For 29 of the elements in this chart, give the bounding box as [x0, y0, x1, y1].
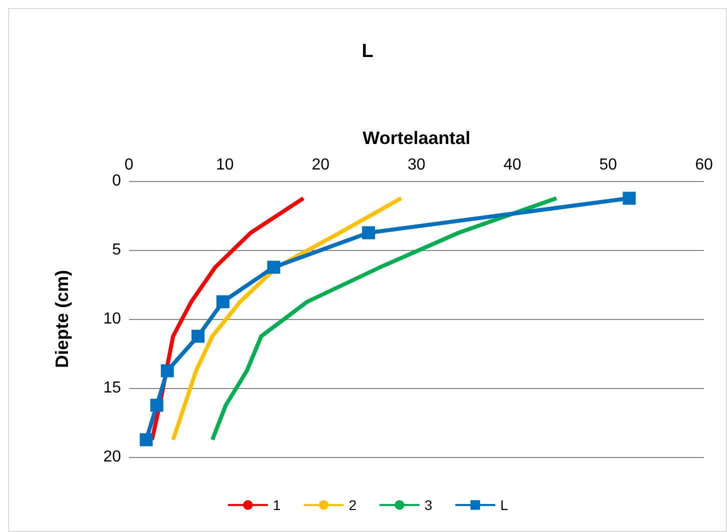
point — [622, 192, 636, 205]
y-tick-label: 15 — [103, 380, 122, 396]
point — [362, 226, 376, 240]
legend-label: 3 — [424, 497, 432, 513]
y-tick-label: 0 — [112, 172, 122, 190]
x-tick-label: 30 — [408, 156, 426, 174]
x-tick-label: 60 — [695, 156, 713, 174]
x-tick-label: 0 — [124, 156, 134, 174]
y-tick-label: 10 — [103, 310, 122, 328]
legend-label: 1 — [272, 497, 281, 513]
y-axis-title: Diepte (cm) — [52, 270, 72, 368]
point — [140, 433, 153, 446]
x-tick-label: 40 — [503, 156, 522, 174]
point — [150, 398, 164, 412]
point — [267, 260, 280, 274]
legend-label: 2 — [348, 497, 357, 513]
x-tick-label: 10 — [216, 156, 234, 174]
x-tick-label: 50 — [599, 156, 618, 174]
line-series — [171, 196, 404, 442]
y-tick-label: 5 — [112, 242, 122, 258]
x-axis-title: Wortelaantal — [362, 128, 470, 148]
x-tick-label: 20 — [312, 156, 330, 174]
legend-label: L — [500, 497, 508, 513]
point — [216, 295, 230, 308]
chart-title: L — [362, 41, 374, 62]
line-series — [210, 196, 558, 442]
point — [192, 330, 204, 343]
point — [160, 364, 174, 378]
y-tick-label: 20 — [103, 448, 122, 466]
